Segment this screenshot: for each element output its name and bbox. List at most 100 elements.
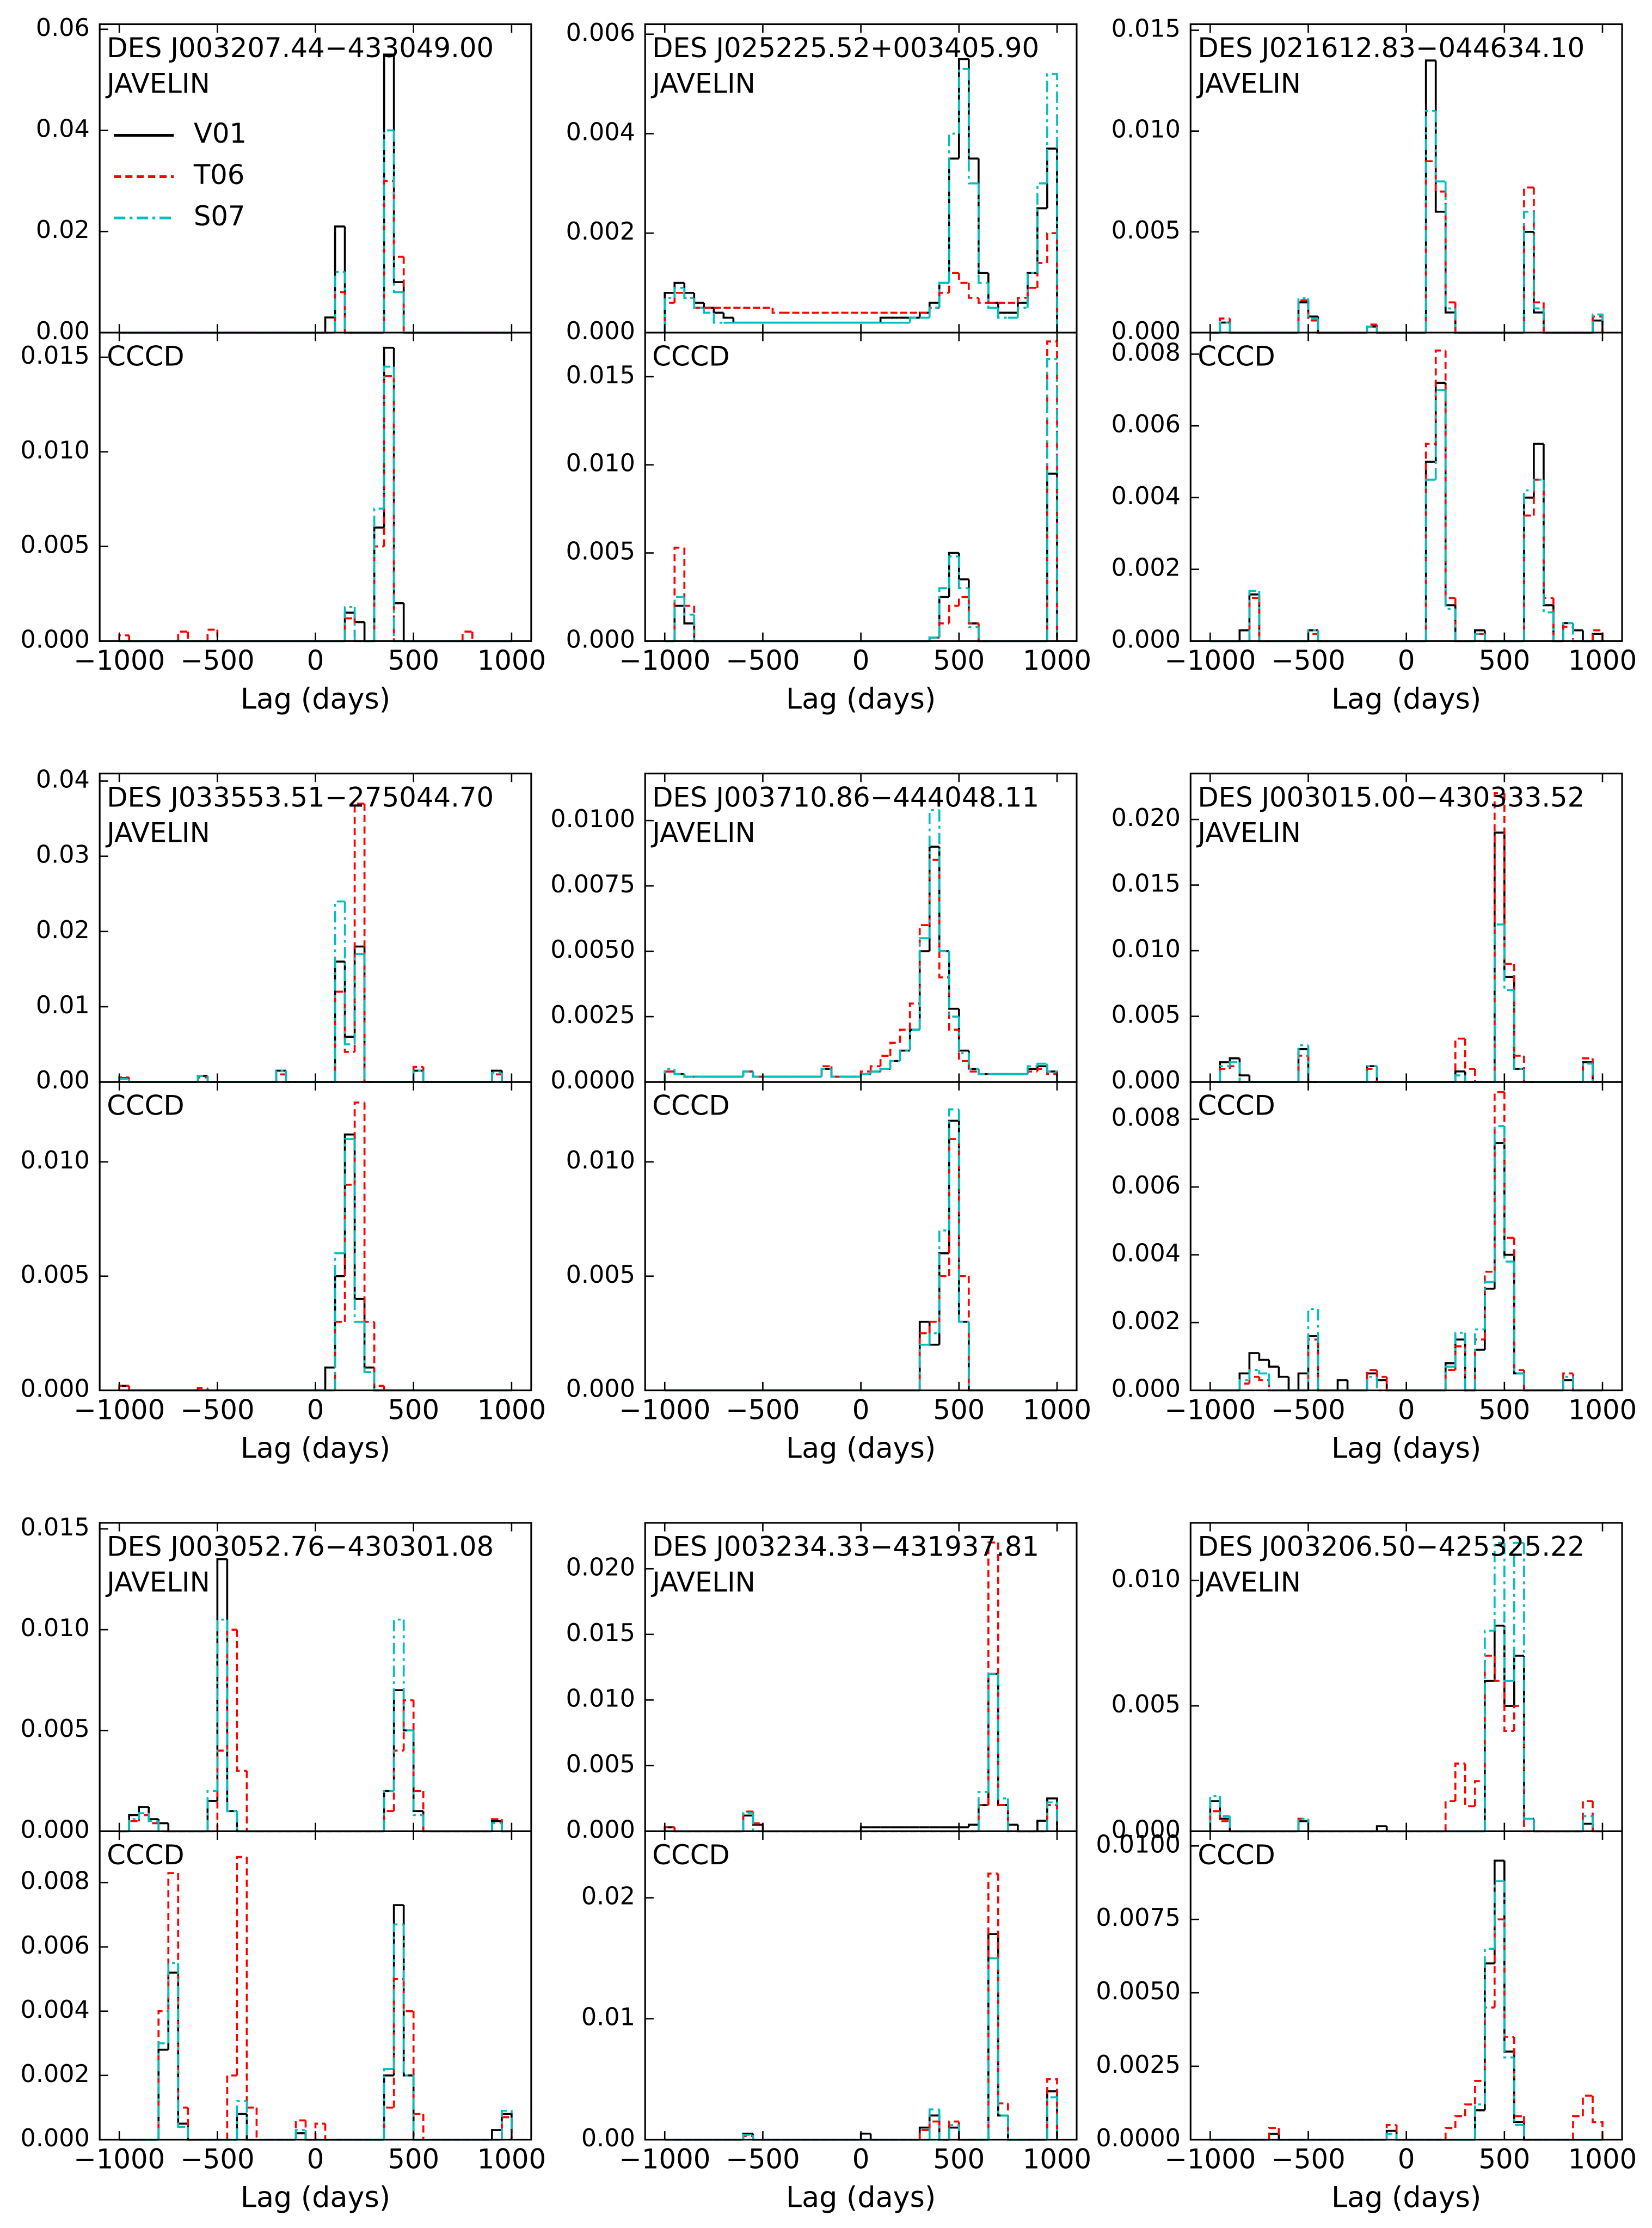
histogram-step <box>402 1979 414 2012</box>
histogram-step <box>1385 2133 1397 2140</box>
histogram-step <box>1503 833 1514 978</box>
x-tick-label: −500 <box>1271 1394 1346 1425</box>
histogram-step <box>1307 1335 1318 1374</box>
histogram-step <box>324 2123 335 2141</box>
histogram-step <box>1592 1058 1603 1083</box>
x-tick-label: −500 <box>726 645 800 676</box>
histogram-step <box>1336 1379 1348 1391</box>
histogram-step <box>1592 315 1604 333</box>
x-tick-label: 0 <box>307 2144 324 2175</box>
y-tick-label: 0.0100 <box>550 805 635 833</box>
y-tick-label: 0.00 <box>36 317 90 345</box>
histogram-step <box>1268 1380 1279 1392</box>
histogram-step <box>683 287 695 299</box>
histogram-step <box>1533 231 1544 314</box>
histogram-step <box>1027 1065 1037 1074</box>
y-tick-label: 0.06 <box>36 14 90 42</box>
histogram-step <box>1503 1860 1514 2053</box>
histogram-step <box>1046 2090 1058 2140</box>
x-tick-label: 0 <box>1398 2144 1415 2175</box>
histogram-step <box>899 1049 910 1061</box>
histogram-step <box>948 272 959 293</box>
x-tick-label: −500 <box>1271 2144 1346 2175</box>
histogram-step <box>1317 319 1328 334</box>
method-label: CCCD <box>652 1090 729 1122</box>
histogram-step <box>1258 1353 1269 1361</box>
histogram-step <box>1007 2115 1018 2141</box>
histogram-step <box>1483 630 1495 642</box>
y-tick-label: 0.0025 <box>550 1001 635 1029</box>
histogram-step <box>997 1543 1008 1806</box>
histogram-step <box>918 1343 930 1391</box>
histogram-step <box>1533 443 1544 498</box>
histogram-step <box>948 1119 959 1253</box>
histogram-step <box>1434 350 1446 444</box>
y-tick-label: 0.0000 <box>550 1067 635 1094</box>
histogram-step <box>938 292 949 308</box>
y-tick-label: 0.000 <box>21 1375 90 1403</box>
histogram-step <box>987 1541 998 1805</box>
histogram-step <box>236 2100 247 2140</box>
histogram-step <box>1503 1126 1514 1263</box>
histogram-step <box>1523 1069 1534 1083</box>
histogram-step <box>353 1101 365 1185</box>
method-label: CCCD <box>107 1090 184 1122</box>
y-tick-label: 0.006 <box>1111 411 1181 438</box>
histogram-step <box>928 1332 939 1345</box>
histogram-step <box>1494 831 1504 1082</box>
histogram-step <box>383 129 394 333</box>
x-tick-label: 1000 <box>1023 645 1092 676</box>
histogram-step <box>157 1823 169 1833</box>
histogram-step <box>392 1923 404 2069</box>
histogram-step <box>977 623 988 642</box>
y-tick-label: 0.010 <box>566 1147 635 1174</box>
y-tick-label: 0.0000 <box>1096 2125 1181 2152</box>
y-tick-label: 0.010 <box>21 1614 90 1642</box>
x-tick-label: −1000 <box>1164 645 1256 676</box>
histogram-step <box>1582 2095 1593 2116</box>
histogram-step <box>1434 60 1446 213</box>
histogram-step <box>1036 262 1047 288</box>
histogram-step <box>1027 272 1037 308</box>
histogram-step <box>187 2123 198 2141</box>
histogram-step <box>957 553 969 580</box>
x-tick-label: 500 <box>1478 1394 1530 1425</box>
histogram-step <box>977 1804 988 1832</box>
histogram-step <box>1444 2127 1456 2140</box>
histogram-step <box>343 1133 355 1276</box>
histogram-step <box>1494 792 1504 1082</box>
histogram-step <box>673 292 685 303</box>
histogram-step <box>1036 207 1047 273</box>
histogram-step <box>1375 1069 1387 1083</box>
histogram-step <box>128 1814 139 1832</box>
histogram-step <box>1503 1092 1514 1239</box>
histogram-step <box>1533 1819 1544 1833</box>
histogram-step <box>1543 479 1553 614</box>
histogram-step <box>1346 1380 1358 1392</box>
histogram-step <box>167 1962 179 2043</box>
histogram-step <box>1464 1071 1475 1083</box>
histogram-step <box>1454 1074 1465 1082</box>
histogram-step <box>412 1730 423 1813</box>
histogram-step <box>1592 1063 1603 1083</box>
histogram-step <box>742 1814 753 1832</box>
histogram-step <box>343 272 355 334</box>
histogram-step <box>938 810 949 952</box>
x-tick-label: −1000 <box>619 1394 710 1425</box>
y-tick-label: 0.005 <box>566 1261 635 1289</box>
histogram-step <box>752 1813 763 1833</box>
histogram-step <box>1473 633 1485 641</box>
x-tick-label: 500 <box>1478 2144 1530 2175</box>
histogram-step <box>373 1367 384 1392</box>
histogram-step <box>363 1321 374 1373</box>
histogram-step <box>324 316 335 333</box>
method-label: JAVELIN <box>650 817 756 849</box>
histogram-step <box>501 1819 512 1833</box>
histogram-step <box>948 951 959 1018</box>
histogram-step <box>859 1073 871 1077</box>
histogram-step <box>1523 2116 1534 2141</box>
axes-frame <box>1189 1830 1623 2141</box>
histogram-step <box>967 1061 979 1073</box>
histogram-step <box>1229 322 1240 334</box>
histogram-step <box>948 132 959 283</box>
